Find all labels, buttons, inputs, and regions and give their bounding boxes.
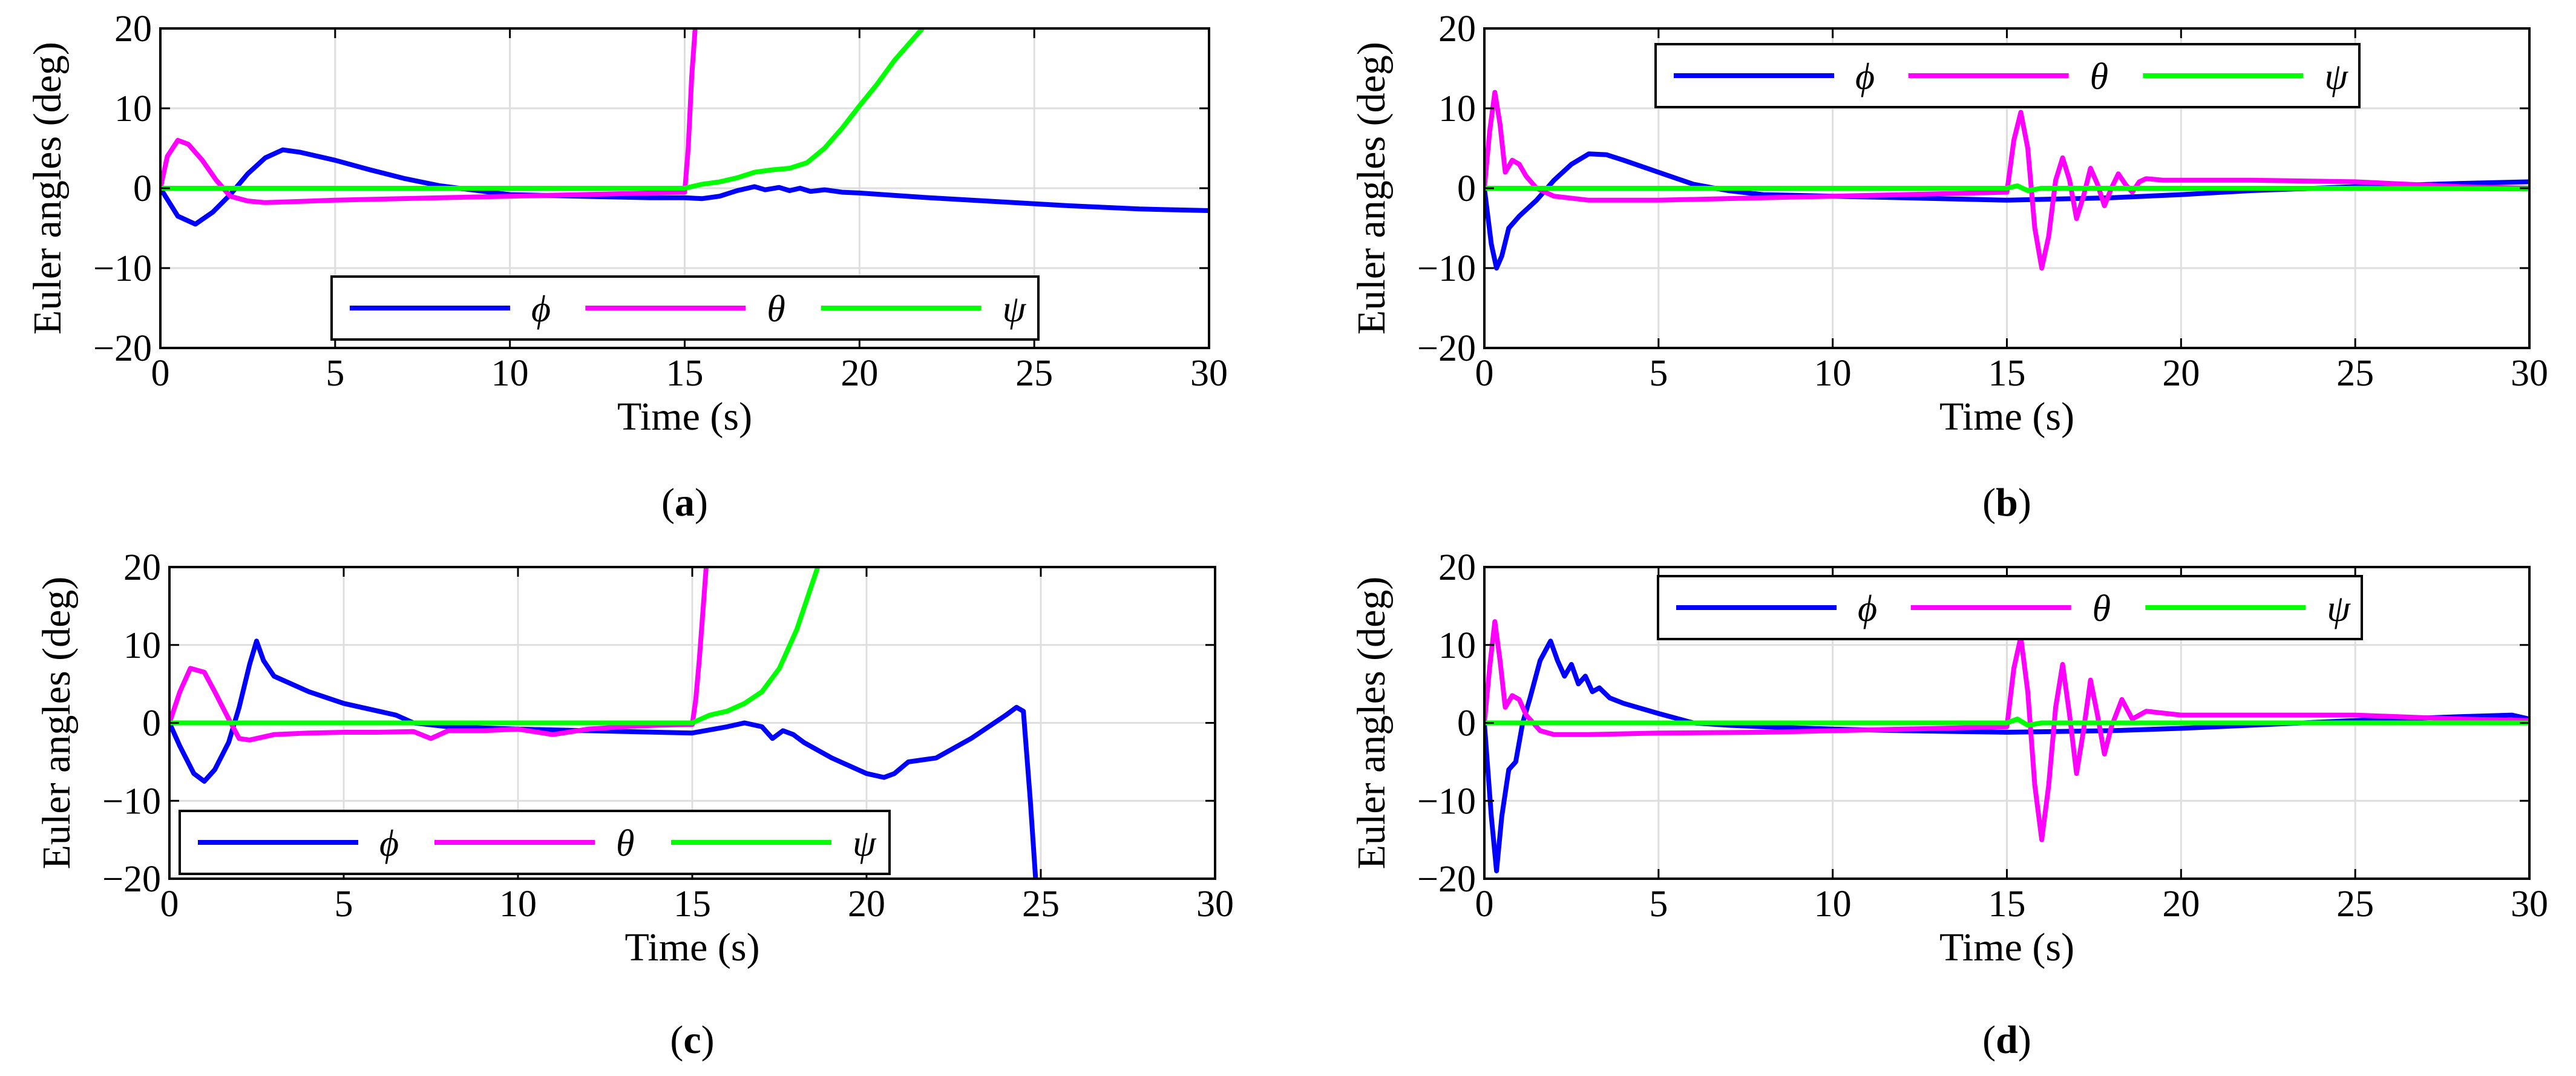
x-tick-label: 30 xyxy=(2511,353,2548,394)
x-tick-label: 5 xyxy=(1649,353,1668,394)
legend-label-phi: ϕ xyxy=(1858,588,1877,629)
chart-panel-c: 0 5 10 15 20 25 30 −20 −10 0 10 20 Time (s) Euler ang… xyxy=(34,547,1234,1062)
legend-label-theta: θ xyxy=(2093,588,2111,629)
y-tick-label: 20 xyxy=(1438,547,1476,588)
legend-label-psi: ψ xyxy=(2327,588,2351,629)
x-tick-label: 25 xyxy=(2336,353,2374,394)
x-tick-label: 10 xyxy=(1814,884,1852,925)
series-line-phi xyxy=(160,147,1209,227)
legend-label-theta: θ xyxy=(767,289,785,330)
x-tick-label: 0 xyxy=(1475,884,1494,925)
series-line-psi xyxy=(169,567,821,726)
x-tick-label: 0 xyxy=(160,884,179,925)
x-tick-label: 30 xyxy=(1190,353,1228,394)
x-tick-label: 0 xyxy=(151,353,170,394)
x-tick-label: 20 xyxy=(2162,884,2200,925)
x-tick-label: 20 xyxy=(841,353,878,394)
x-tick-label: 25 xyxy=(2336,884,2374,925)
series-line-theta xyxy=(169,567,709,743)
chart-panel-d: 0 5 10 15 20 25 30 −20 −10 0 10 20 Time (s) Euler ang… xyxy=(1349,547,2548,1062)
y-tick-label: −20 xyxy=(1417,859,1476,900)
series-line-theta xyxy=(1484,90,2529,271)
x-tick-label: 25 xyxy=(1015,353,1053,394)
y-axis-label: Euler angles (deg) xyxy=(1349,577,1394,870)
x-tick-label: 10 xyxy=(1814,353,1852,394)
y-tick-label: 10 xyxy=(1438,625,1476,666)
y-tick-label: 10 xyxy=(114,88,152,130)
y-axis-label: Euler angles (deg) xyxy=(25,42,70,335)
x-tick-label: 20 xyxy=(848,884,885,925)
y-tick-label: 20 xyxy=(1438,8,1476,50)
y-tick-label: −20 xyxy=(93,328,152,369)
series-line-theta xyxy=(1484,619,2529,842)
x-tick-label: 15 xyxy=(673,884,711,925)
y-tick-label: −20 xyxy=(1417,328,1476,369)
y-tick-label: 0 xyxy=(142,703,161,744)
x-tick-label: 20 xyxy=(2162,353,2200,394)
x-tick-label: 5 xyxy=(326,353,344,394)
y-tick-label: 0 xyxy=(133,168,152,209)
x-axis-label: Time (s) xyxy=(617,395,752,439)
panel-caption: (a) xyxy=(661,481,708,525)
y-tick-label: 0 xyxy=(1457,168,1476,209)
panel-caption: (b) xyxy=(1982,481,2031,525)
x-tick-label: 0 xyxy=(1475,353,1494,394)
series-line-theta xyxy=(160,28,698,205)
x-tick-label: 10 xyxy=(491,353,529,394)
series-line-phi xyxy=(169,638,1038,879)
y-tick-label: −20 xyxy=(102,859,161,900)
x-tick-label: 30 xyxy=(2511,884,2548,925)
y-tick-label: −10 xyxy=(1417,781,1476,822)
panel-caption: (d) xyxy=(1982,1018,2031,1062)
x-tick-label: 5 xyxy=(335,884,353,925)
chart-panel-b: 0 5 10 15 20 25 30 −20 −10 0 10 20 Time (s) Euler ang… xyxy=(1349,8,2548,525)
series-line-psi xyxy=(1484,717,2529,728)
y-tick-label: 20 xyxy=(123,547,161,588)
x-axis-label: Time (s) xyxy=(624,925,759,969)
legend-label-psi: ψ xyxy=(1003,289,1027,330)
legend-label-phi: ϕ xyxy=(531,289,551,330)
series-line-phi xyxy=(1484,638,2529,874)
legend-label-psi: ψ xyxy=(853,823,877,864)
y-axis-label: Euler angles (deg) xyxy=(34,577,79,870)
legend-label-theta: θ xyxy=(616,823,634,864)
y-tick-label: −10 xyxy=(102,781,161,822)
y-tick-label: 10 xyxy=(1438,88,1476,130)
y-tick-label: −10 xyxy=(1417,248,1476,289)
y-tick-label: −10 xyxy=(93,248,152,289)
x-axis-label: Time (s) xyxy=(1939,925,2074,969)
legend-label-psi: ψ xyxy=(2324,56,2348,97)
y-tick-label: 10 xyxy=(123,625,161,666)
panel-caption: (c) xyxy=(670,1018,714,1062)
x-tick-label: 30 xyxy=(1196,884,1234,925)
x-axis-label: Time (s) xyxy=(1939,395,2074,439)
chart-panel-a: 0 5 10 15 20 25 30 −20 −10 0 10 20 Time (s) Euler ang… xyxy=(25,8,1228,525)
x-tick-label: 15 xyxy=(1988,884,2026,925)
x-tick-label: 10 xyxy=(499,884,537,925)
series-line-psi xyxy=(1484,183,2529,193)
x-tick-label: 25 xyxy=(1022,884,1060,925)
series-line-phi xyxy=(1484,151,2529,271)
legend-label-phi: ϕ xyxy=(379,823,399,864)
x-tick-label: 15 xyxy=(1988,353,2026,394)
y-tick-label: 0 xyxy=(1457,703,1476,744)
legend-label-theta: θ xyxy=(2090,56,2108,97)
y-axis-label: Euler angles (deg) xyxy=(1349,42,1394,335)
x-tick-label: 5 xyxy=(1649,884,1668,925)
y-tick-label: 20 xyxy=(114,8,152,50)
legend-label-phi: ϕ xyxy=(1855,56,1875,97)
x-tick-label: 15 xyxy=(666,353,704,394)
series-line-psi xyxy=(160,28,925,191)
